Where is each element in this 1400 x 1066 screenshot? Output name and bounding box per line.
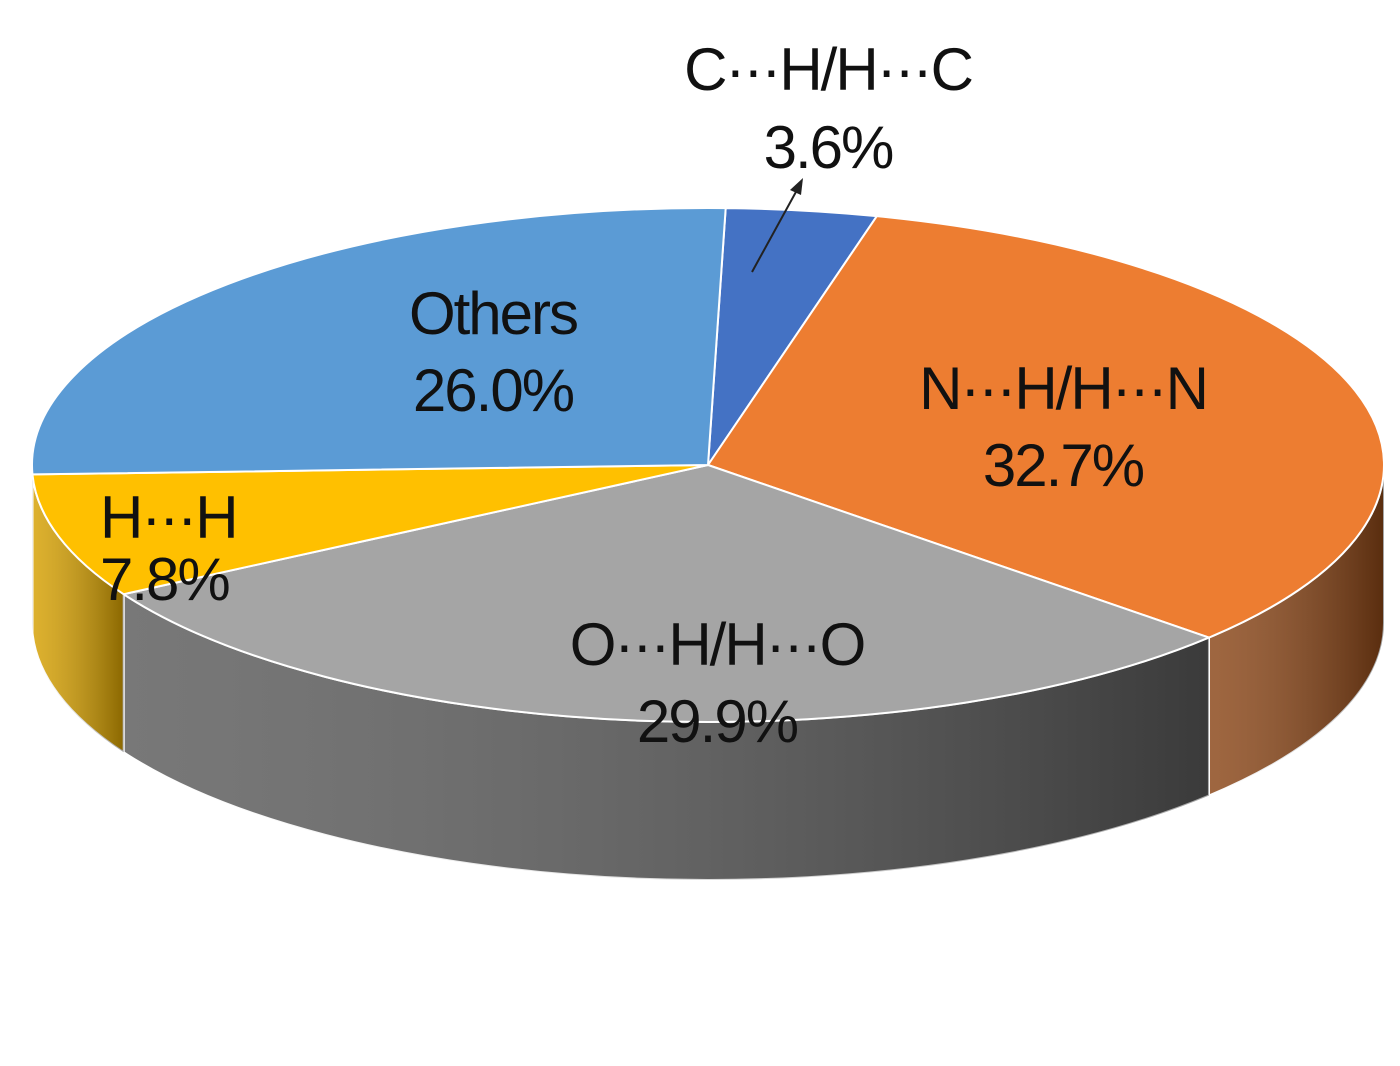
slice-value-others: 26.0% [413,357,574,424]
callouts [751,178,803,273]
slice-value-n-h-h-n: 32.7% [983,432,1144,499]
slice-value-o-h-h-o: 29.9% [637,688,798,755]
slice-label-c-h-h-c: C···H/H···C [684,36,973,103]
slice-label-others: Others [409,280,577,347]
slice-label-n-h-h-n: N···H/H···N [919,355,1207,422]
callout-line-c-h-h-c [751,189,798,273]
slice-h-h [31,464,709,596]
slice-n-h-h-n [707,215,1385,639]
callout-arrowhead-c-h-h-c [790,178,803,195]
slice-label-h-h: H···H [100,484,237,551]
slice-o-h-h-o [122,464,1210,723]
slice-others [31,207,727,476]
pie-sides [31,464,1385,881]
slice-labels: C···H/H···C 3.6% N···H/H···N 32.7% O···H/H··… [100,36,1209,755]
slice-label-o-h-h-o: O···H/H···O [570,611,865,678]
pie-slices [31,207,1385,723]
slice-value-h-h: 7.8% [100,546,229,613]
slice-value-c-h-h-c: 3.6% [764,114,893,181]
